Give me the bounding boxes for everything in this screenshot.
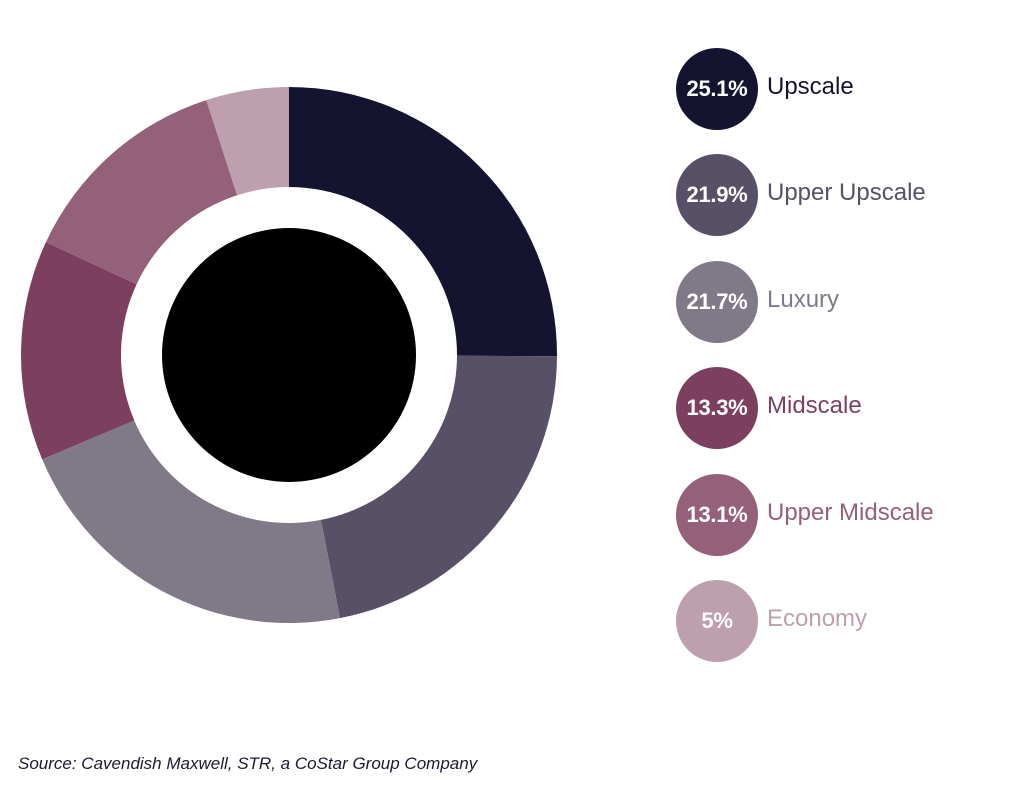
legend-value-badge: 13.1%: [676, 473, 758, 556]
legend-item-economy: 5% Economy: [676, 579, 1016, 662]
legend-label: Upper Upscale: [767, 179, 926, 207]
legend-label: Economy: [767, 604, 868, 632]
donut-slice-luxury: [42, 420, 340, 624]
donut-slice-upper-upscale: [320, 355, 557, 619]
legend-label: Midscale: [767, 392, 862, 420]
legend-value-badge: 21.7%: [676, 260, 758, 343]
legend-label: Upper Midscale: [767, 498, 934, 526]
legend-item-upper-upscale: 21.9% Upper Upscale: [676, 154, 1016, 237]
source-note: Source: Cavendish Maxwell, STR, a CoStar…: [18, 754, 478, 773]
donut-slice-upper-midscale: [45, 100, 238, 285]
legend: 25.1% Upscale 21.9% Upper Upscale 21.7% …: [676, 48, 1016, 686]
donut-chart: [20, 87, 557, 624]
legend-value-badge: 25.1%: [676, 48, 758, 130]
donut-slice-economy: [206, 87, 289, 196]
donut-slice-midscale: [20, 242, 137, 460]
legend-item-luxury: 21.7% Luxury: [676, 260, 1016, 343]
legend-label: Luxury: [767, 285, 840, 313]
legend-item-upscale: 25.1% Upscale: [676, 48, 1016, 130]
donut-slices: [20, 87, 557, 624]
legend-value-badge: 5%: [676, 579, 758, 662]
legend-item-midscale: 13.3% Midscale: [676, 367, 1016, 450]
legend-label: Upscale: [767, 73, 854, 100]
donut-center: [162, 228, 416, 482]
legend-value-badge: 13.3%: [676, 367, 758, 450]
legend-item-upper-midscale: 13.1% Upper Midscale: [676, 473, 1016, 556]
donut-slice-upscale: [289, 87, 557, 357]
legend-value-badge: 21.9%: [676, 154, 758, 237]
